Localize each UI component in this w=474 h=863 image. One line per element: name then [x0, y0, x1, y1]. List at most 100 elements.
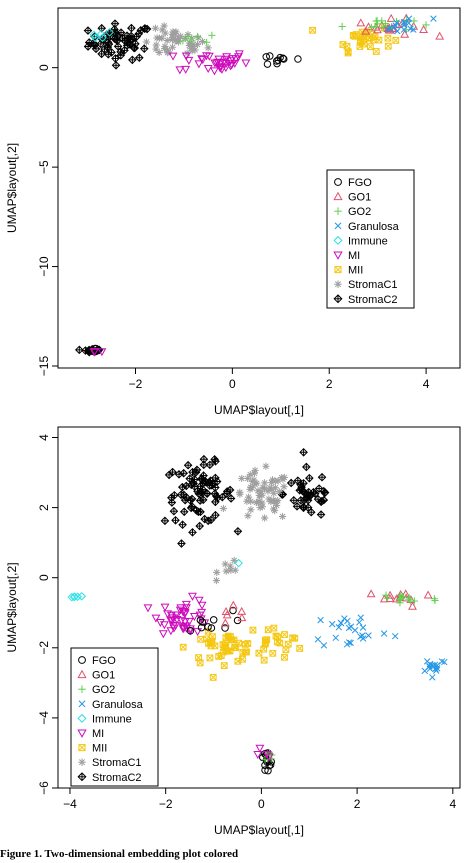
data-point [380, 630, 388, 637]
data-point [181, 481, 191, 491]
data-point [174, 37, 182, 45]
data-point [171, 611, 181, 620]
data-point [220, 618, 230, 627]
data-point [211, 457, 220, 466]
data-point [188, 528, 197, 537]
data-point [194, 34, 202, 42]
data-point [160, 516, 170, 526]
data-point [113, 42, 123, 51]
data-point [359, 624, 367, 631]
data-point [155, 34, 163, 42]
data-point [356, 619, 363, 626]
data-point [280, 55, 288, 63]
data-point [335, 624, 343, 631]
data-point [204, 52, 214, 61]
data-point [359, 632, 366, 639]
data-point [430, 15, 437, 22]
x-tick-label: −2 [129, 377, 143, 391]
data-point [185, 474, 195, 483]
data-point [234, 558, 243, 568]
y-tick-label: 2 [37, 504, 51, 511]
legend-label: FGO [348, 177, 372, 189]
data-point [262, 751, 272, 760]
y-tick-label: 0 [37, 64, 51, 71]
data-point [221, 55, 231, 64]
data-point [231, 55, 241, 64]
data-point [246, 471, 254, 479]
data-point [172, 616, 182, 625]
data-point [74, 345, 84, 355]
data-point [96, 39, 106, 49]
data-point [111, 60, 121, 70]
data-point [262, 462, 270, 470]
data-point [159, 621, 169, 630]
data-point [261, 766, 269, 774]
data-point [209, 674, 217, 681]
data-point [275, 488, 283, 496]
data-point [184, 32, 192, 41]
data-point [94, 346, 102, 355]
data-point [357, 633, 364, 640]
plot-1: −2 0 2 4 −15 −10 −5 0 UMAP$layout[,1] UMAP$layout… [5, 7, 461, 417]
data-point [158, 630, 168, 639]
data-point [183, 460, 193, 470]
data-point [219, 504, 227, 513]
data-point [270, 624, 278, 632]
data-point [364, 22, 373, 31]
x-tick-label: 4 [423, 377, 430, 391]
data-point [366, 43, 374, 51]
data-point [255, 497, 263, 506]
data-point [255, 649, 263, 657]
data-point [209, 616, 218, 624]
data-point [356, 43, 364, 50]
data-point [247, 483, 255, 491]
data-point [163, 610, 172, 619]
data-point [231, 566, 239, 574]
data-point [214, 55, 224, 64]
data-point [261, 756, 269, 764]
data-point [278, 512, 287, 521]
data-point [135, 53, 144, 63]
data-point [314, 636, 322, 643]
data-point [168, 52, 178, 61]
data-point [155, 619, 165, 628]
data-point [128, 55, 137, 65]
data-point [314, 484, 324, 493]
data-point [142, 38, 151, 46]
data-point [361, 26, 371, 35]
data-point [426, 665, 434, 672]
legend-marker [77, 772, 87, 782]
data-point [241, 59, 251, 68]
data-point [372, 48, 380, 55]
data-point [306, 507, 316, 517]
data-point [400, 26, 408, 33]
legend-marker [334, 222, 342, 230]
data-point [345, 624, 353, 632]
data-point [188, 467, 197, 477]
data-point [171, 621, 181, 630]
plot-2: −4 −2 0 2 4 −6 −4 −2 0 2 4 UMAP$layout[,1] UMAP$layo… [5, 426, 461, 837]
data-point [178, 520, 187, 529]
data-point [180, 618, 190, 627]
data-point [305, 473, 314, 483]
data-point [225, 485, 235, 495]
data-point [302, 491, 312, 501]
data-point [341, 615, 348, 622]
data-point [161, 29, 169, 37]
legend-label: GO1 [348, 192, 371, 204]
data-point [206, 654, 214, 662]
data-point [384, 42, 392, 50]
legend-label: StromaC2 [348, 294, 398, 306]
data-point [166, 627, 176, 636]
data-point [198, 56, 208, 65]
x-tick-label: −4 [63, 797, 77, 811]
data-point [181, 600, 191, 609]
data-point [320, 488, 330, 497]
data-point [175, 66, 185, 75]
data-point [221, 624, 229, 632]
data-point [111, 54, 120, 63]
figure-caption: Figure 1. Two-dimensional embedding plot… [0, 848, 239, 860]
data-point [181, 65, 191, 74]
data-point [217, 652, 225, 659]
data-point [284, 640, 292, 648]
